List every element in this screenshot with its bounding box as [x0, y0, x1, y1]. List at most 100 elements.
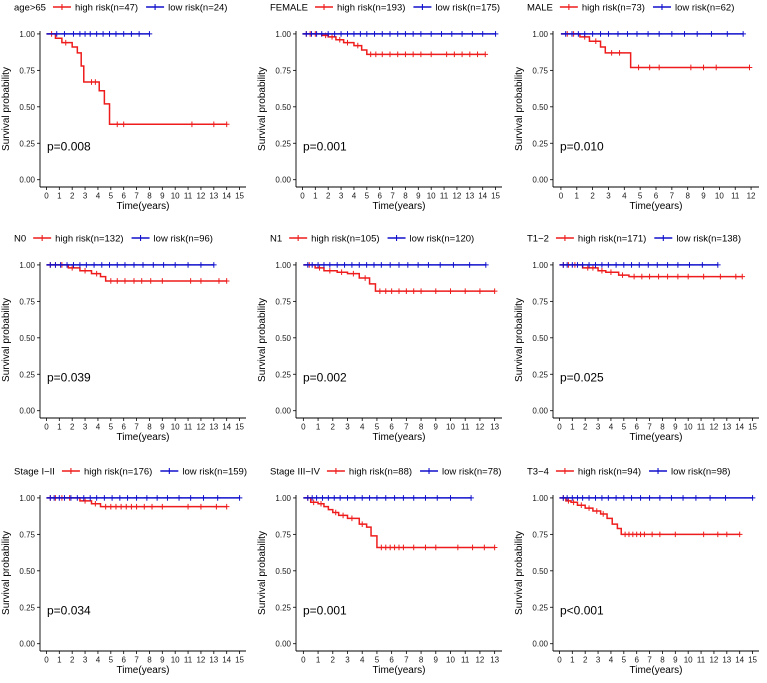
- legend-label-low: low risk(n=96): [154, 234, 213, 245]
- censor-mark-low: [425, 262, 432, 268]
- x-tick-label: 0: [559, 192, 564, 201]
- x-tick-label: 8: [403, 192, 408, 201]
- x-tick-label: 15: [491, 192, 500, 201]
- censor-mark-high: [62, 39, 69, 46]
- censor-mark-low: [621, 495, 627, 501]
- censor-mark-high: [619, 272, 626, 278]
- censor-mark-low: [150, 262, 157, 268]
- y-tick-label: 0.25: [19, 139, 35, 148]
- censor-mark-high: [565, 498, 572, 504]
- x-tick-label: 11: [461, 423, 470, 432]
- censor-mark-high: [608, 269, 614, 276]
- x-tick-label: 4: [96, 423, 101, 432]
- censor-mark-low: [450, 262, 457, 268]
- x-tick-label: 3: [596, 656, 601, 665]
- x-tick-label: 13: [722, 656, 731, 665]
- legend-key-marker: [561, 235, 568, 241]
- x-tick-label: 5: [365, 192, 370, 201]
- x-axis-title: Time(years): [373, 432, 426, 443]
- censor-mark-low: [57, 262, 64, 268]
- x-tick-label: 9: [673, 423, 678, 432]
- censor-mark-high: [570, 499, 577, 506]
- legend-title: T1−2: [527, 234, 549, 245]
- y-tick-label: 0.75: [532, 530, 548, 539]
- x-tick-label: 12: [709, 656, 718, 665]
- censor-mark-low: [434, 495, 441, 501]
- censor-mark-high: [593, 508, 600, 514]
- censor-mark-low: [621, 262, 627, 268]
- censor-mark-high: [713, 64, 720, 71]
- censor-mark-low: [469, 31, 476, 37]
- legend-label-low: low risk(n=120): [410, 234, 475, 245]
- legend-label-high: high risk(n=47): [75, 3, 138, 14]
- x-tick-label: 14: [735, 423, 744, 432]
- censor-mark-low: [410, 495, 417, 501]
- x-tick-label: 1: [57, 423, 62, 432]
- x-tick-label: 10: [171, 192, 180, 201]
- p-value: p=0.002: [303, 371, 347, 385]
- censor-mark-high: [122, 278, 128, 284]
- legend-title: FEMALE: [270, 3, 308, 14]
- censor-mark-high: [590, 265, 596, 271]
- censor-mark-low: [387, 262, 393, 268]
- censor-mark-low: [564, 495, 570, 501]
- x-tick-label: 3: [339, 192, 344, 201]
- x-axis-title: Time(years): [117, 432, 170, 443]
- censor-mark-high: [422, 544, 429, 551]
- x-axis-title: Time(years): [373, 201, 426, 212]
- censor-mark-low: [211, 262, 217, 268]
- censor-mark-low: [83, 262, 90, 268]
- x-tick-label: 9: [673, 656, 678, 665]
- censor-mark-low: [51, 495, 57, 501]
- x-tick-label: 4: [360, 656, 365, 665]
- x-tick-label: 15: [748, 656, 757, 665]
- censor-mark-low: [56, 495, 63, 501]
- x-tick-label: 6: [634, 423, 639, 432]
- censor-mark-low: [82, 31, 88, 37]
- censor-mark-high: [198, 503, 204, 510]
- censor-mark-low: [592, 495, 599, 501]
- censor-mark-low: [605, 262, 612, 268]
- x-tick-label: 2: [331, 656, 336, 665]
- y-tick-label: 0.00: [19, 407, 35, 416]
- censor-mark-low: [636, 262, 643, 268]
- legend-label-high: high risk(n=193): [337, 3, 405, 14]
- km-panel: T3−4 high risk(n=94) low risk(n=98) 0.00 0.2…: [514, 467, 759, 676]
- legend-title: Stage I−II: [14, 467, 55, 478]
- x-tick-label: 9: [160, 423, 165, 432]
- censor-mark-low: [176, 495, 182, 501]
- censor-mark-low: [437, 262, 443, 268]
- y-tick-label: 0.00: [275, 640, 291, 649]
- censor-mark-high: [373, 51, 379, 58]
- legend-key-marker: [655, 468, 662, 474]
- x-tick-label: 9: [434, 656, 439, 665]
- censor-mark-low: [575, 31, 582, 37]
- censor-mark-low: [70, 31, 77, 37]
- legend-key-marker: [561, 468, 568, 474]
- y-tick-label: 0.00: [19, 640, 35, 649]
- x-tick-label: 3: [345, 423, 350, 432]
- x-tick-label: 7: [670, 192, 675, 201]
- censor-mark-high: [377, 288, 383, 294]
- censor-mark-high: [310, 499, 317, 506]
- x-tick-label: 3: [83, 423, 88, 432]
- censor-mark-high: [382, 288, 389, 294]
- censor-mark-high: [350, 270, 357, 277]
- censor-mark-low: [61, 31, 68, 37]
- legend-label-low: low risk(n=138): [676, 234, 741, 245]
- censor-mark-low: [615, 31, 621, 37]
- x-tick-label: 1: [575, 192, 580, 201]
- x-tick-label: 13: [209, 192, 218, 201]
- x-tick-label: 2: [583, 423, 588, 432]
- censor-mark-low: [106, 262, 113, 268]
- y-tick-label: 0.25: [532, 139, 548, 148]
- censor-mark-high: [394, 51, 401, 58]
- x-axis-title: Time(years): [117, 665, 170, 676]
- censor-mark-low: [586, 262, 592, 268]
- censor-mark-high: [396, 288, 402, 294]
- censor-mark-high: [338, 269, 345, 276]
- x-tick-label: 6: [121, 423, 126, 432]
- x-tick-label: 8: [685, 192, 690, 201]
- y-tick-label: 0.50: [532, 334, 548, 343]
- y-tick-label: 0.75: [275, 530, 291, 539]
